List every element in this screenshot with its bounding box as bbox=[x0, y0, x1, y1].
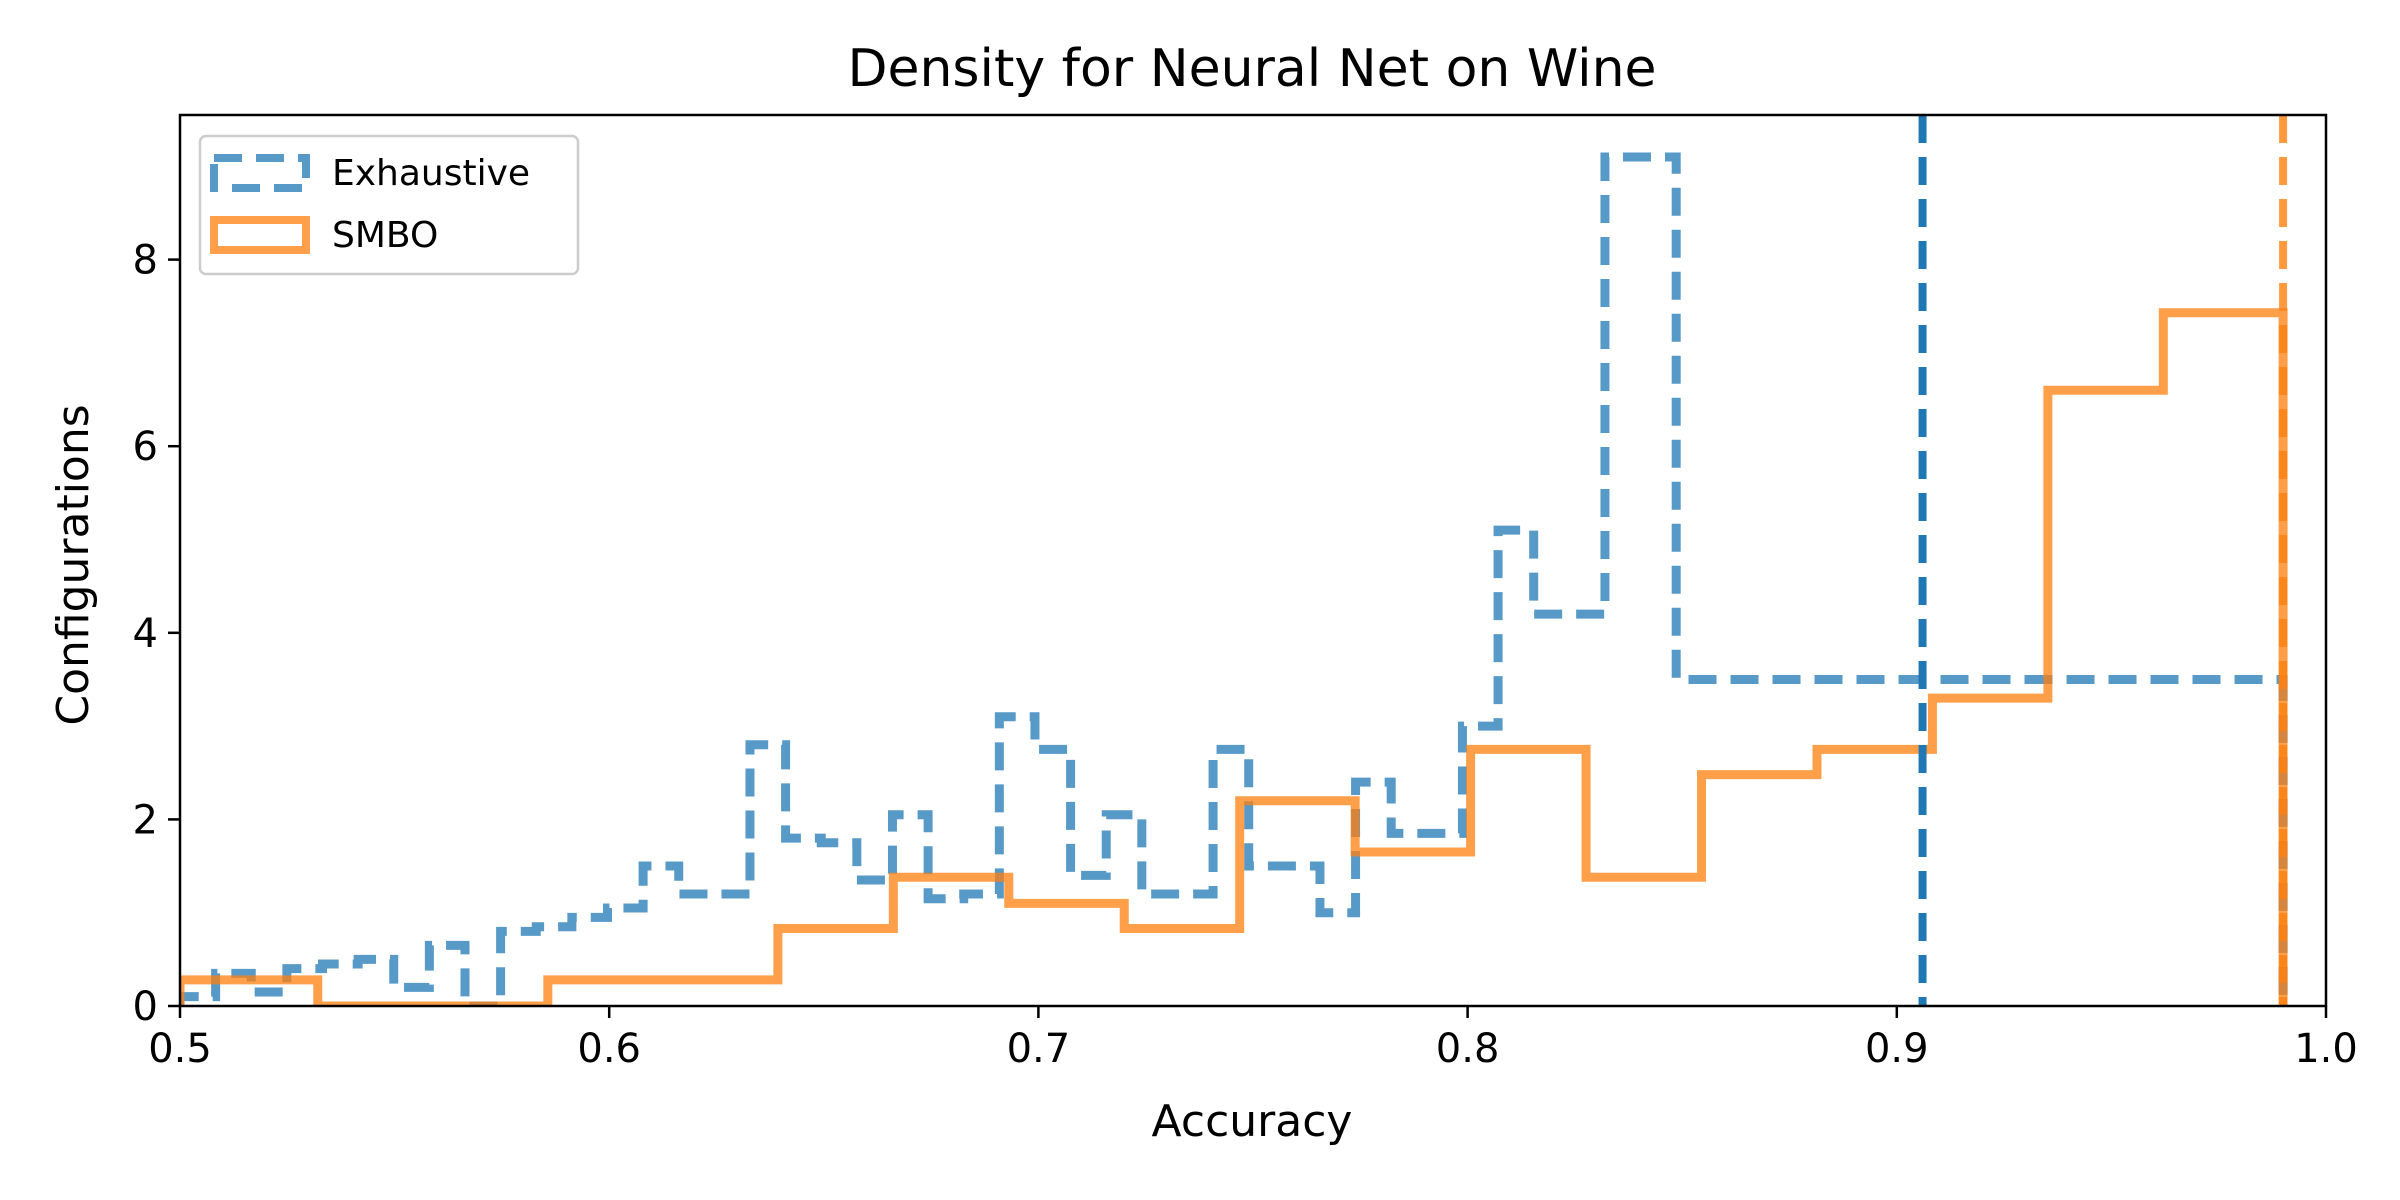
x-axis-title: Accuracy bbox=[1152, 1096, 1353, 1147]
x-tick-label: 1.0 bbox=[2294, 1026, 2358, 1072]
x-tick-label: 0.8 bbox=[1436, 1026, 1500, 1072]
y-axis-title: Configurations bbox=[48, 404, 99, 725]
legend-swatch-smbo bbox=[210, 216, 310, 254]
plot-area bbox=[180, 115, 2288, 1006]
legend-swatch-exhaustive bbox=[210, 154, 310, 192]
chart-title: Density for Neural Net on Wine bbox=[847, 39, 1656, 99]
axes-frame bbox=[178, 113, 2328, 1008]
x-tick-label: 0.5 bbox=[148, 1026, 212, 1072]
y-tick-label: 6 bbox=[133, 424, 158, 470]
y-tick-label: 4 bbox=[133, 611, 158, 657]
axis-ticks: 0.5 0.6 0.7 0.8 0.9 1.0 0 2 4 6 8 bbox=[133, 238, 2358, 1072]
legend-box bbox=[198, 134, 580, 276]
x-tick-label: 0.9 bbox=[1865, 1026, 1929, 1072]
legend: Exhaustive SMBO bbox=[198, 134, 580, 276]
series-smbo-histogram bbox=[180, 308, 2288, 1006]
y-tick-label: 0 bbox=[133, 984, 158, 1030]
y-tick-label: 8 bbox=[133, 238, 158, 284]
legend-label-exhaustive: Exhaustive bbox=[332, 153, 530, 194]
x-tick-label: 0.6 bbox=[577, 1026, 641, 1072]
series-exhaustive-histogram bbox=[180, 152, 2288, 1006]
x-tick-label: 0.7 bbox=[1007, 1026, 1071, 1072]
y-tick-label: 2 bbox=[133, 797, 158, 843]
legend-label-smbo: SMBO bbox=[332, 215, 438, 256]
